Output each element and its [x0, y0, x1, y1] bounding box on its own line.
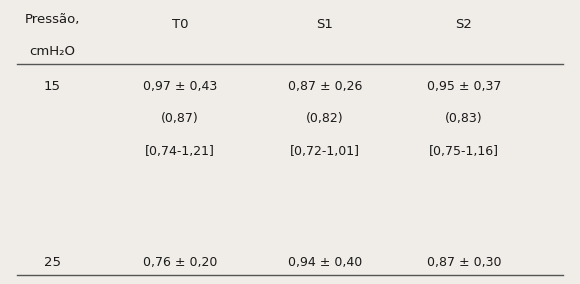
Text: S2: S2	[455, 18, 473, 32]
Text: (0,87): (0,87)	[161, 112, 199, 125]
Text: (0,82): (0,82)	[306, 112, 343, 125]
Text: 0,87 ± 0,26: 0,87 ± 0,26	[288, 80, 362, 93]
Text: 0,95 ± 0,37: 0,95 ± 0,37	[427, 80, 501, 93]
Text: 0,97 ± 0,43: 0,97 ± 0,43	[143, 80, 217, 93]
Text: [0,75-1,16]: [0,75-1,16]	[429, 145, 499, 158]
Text: 25: 25	[44, 256, 61, 269]
Text: T0: T0	[172, 18, 188, 32]
Text: (0,83): (0,83)	[445, 112, 483, 125]
Text: [0,74-1,21]: [0,74-1,21]	[145, 145, 215, 158]
Text: 0,87 ± 0,30: 0,87 ± 0,30	[427, 256, 501, 269]
Text: [0,72-1,01]: [0,72-1,01]	[290, 145, 360, 158]
Text: 0,76 ± 0,20: 0,76 ± 0,20	[143, 256, 217, 269]
Text: 15: 15	[44, 80, 61, 93]
Text: Pressão,: Pressão,	[24, 13, 80, 26]
Text: S1: S1	[316, 18, 334, 32]
Text: 0,94 ± 0,40: 0,94 ± 0,40	[288, 256, 362, 269]
Text: cmH₂O: cmH₂O	[29, 45, 75, 59]
